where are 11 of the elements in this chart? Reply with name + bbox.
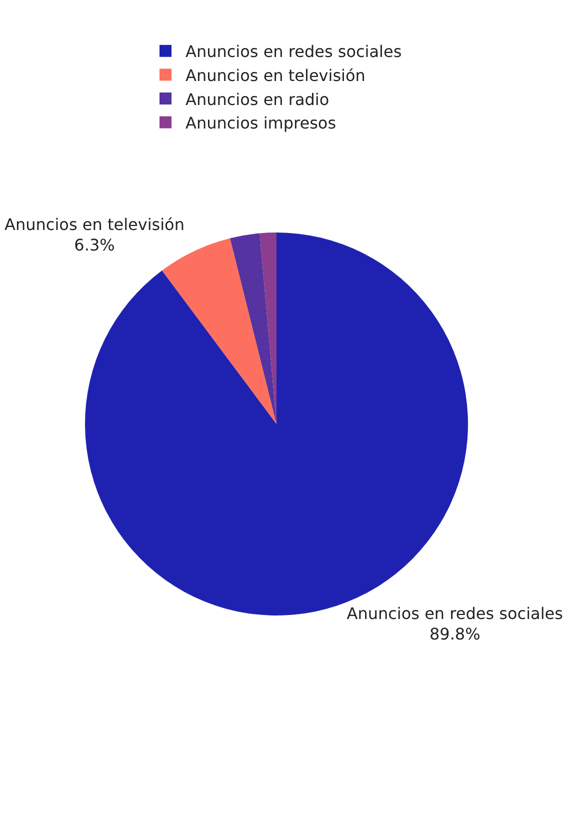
legend-label: Anuncios impresos [186,114,336,133]
data-label: 6.3% [74,236,115,255]
slice-label: Anuncios en redes sociales [346,604,563,623]
legend-label: Anuncios en redes sociales [186,42,402,62]
data-label: 89.8% [429,624,480,644]
slice-label: Anuncios en televisión [4,214,184,234]
legend-label: Anuncios en televisión [186,66,366,85]
pie-slice [260,232,276,424]
pie-slice [230,233,276,424]
legend-label: Anuncios en radio [186,90,330,109]
pie-slice [162,238,276,424]
